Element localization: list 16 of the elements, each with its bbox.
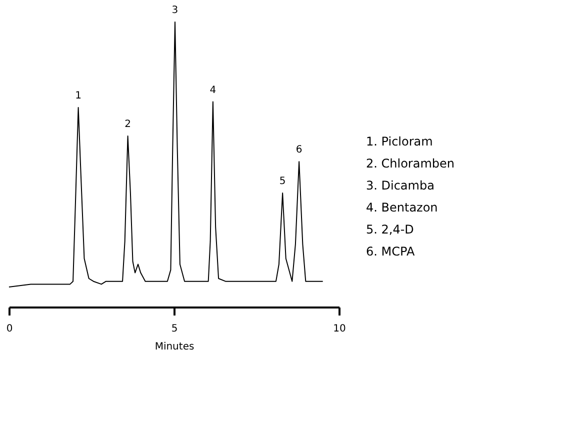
text: 2. Chloramben: [366, 156, 455, 171]
annotation: 6: [296, 144, 302, 156]
text: 3. Dicamba: [366, 178, 434, 193]
x-axis-title: Minutes: [154, 342, 194, 352]
annotation: 4: [210, 84, 216, 96]
annotation: 1: [75, 90, 82, 102]
text: 1. Picloram: [366, 134, 433, 149]
annotation: 5: [279, 176, 286, 187]
text: 5. 2,4-D: [366, 222, 414, 237]
x-tick-label: 0: [6, 324, 13, 334]
text: 4. Bentazon: [366, 200, 438, 215]
x-tick-label: 5: [171, 324, 178, 334]
text: 6. MCPA: [366, 244, 416, 259]
annotation: 3: [172, 5, 178, 16]
annotation: 2: [124, 119, 131, 130]
x-tick-label: 10: [333, 324, 346, 334]
